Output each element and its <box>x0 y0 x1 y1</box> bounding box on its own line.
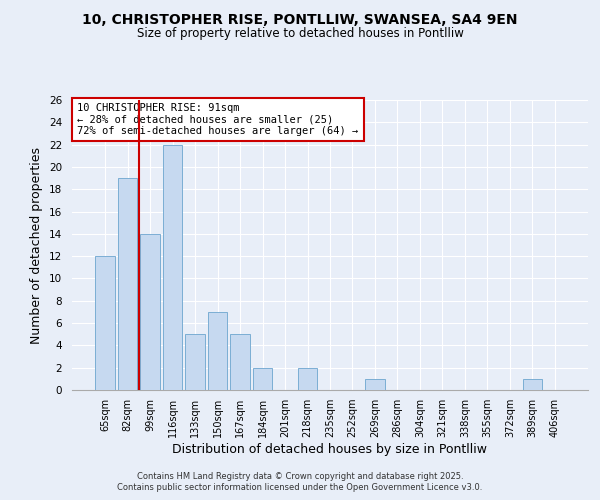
Text: Contains public sector information licensed under the Open Government Licence v3: Contains public sector information licen… <box>118 484 482 492</box>
Bar <box>95 256 115 390</box>
Bar <box>185 334 205 390</box>
Bar <box>298 368 317 390</box>
Text: Size of property relative to detached houses in Pontlliw: Size of property relative to detached ho… <box>137 28 463 40</box>
Bar <box>140 234 160 390</box>
Bar <box>208 312 227 390</box>
X-axis label: Distribution of detached houses by size in Pontlliw: Distribution of detached houses by size … <box>173 442 487 456</box>
Bar <box>365 379 385 390</box>
Bar <box>118 178 137 390</box>
Bar <box>163 144 182 390</box>
Text: 10, CHRISTOPHER RISE, PONTLLIW, SWANSEA, SA4 9EN: 10, CHRISTOPHER RISE, PONTLLIW, SWANSEA,… <box>82 12 518 26</box>
Y-axis label: Number of detached properties: Number of detached properties <box>31 146 43 344</box>
Bar <box>253 368 272 390</box>
Bar <box>230 334 250 390</box>
Bar <box>523 379 542 390</box>
Text: 10 CHRISTOPHER RISE: 91sqm
← 28% of detached houses are smaller (25)
72% of semi: 10 CHRISTOPHER RISE: 91sqm ← 28% of deta… <box>77 103 358 136</box>
Text: Contains HM Land Registry data © Crown copyright and database right 2025.: Contains HM Land Registry data © Crown c… <box>137 472 463 481</box>
